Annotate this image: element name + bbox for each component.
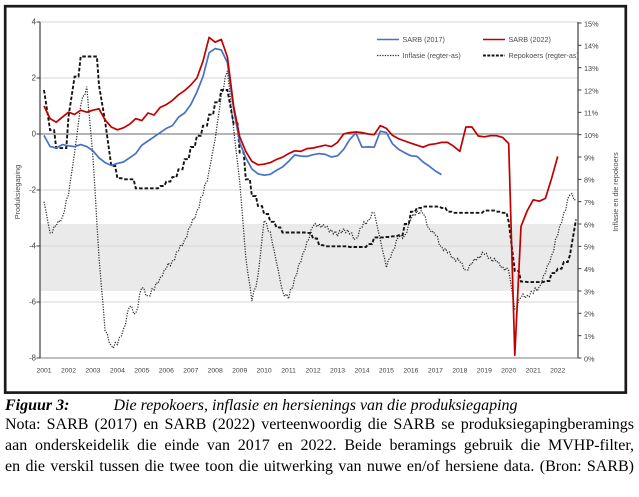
svg-text:2021: 2021 (526, 368, 541, 375)
svg-text:2020: 2020 (501, 368, 516, 375)
svg-text:3%: 3% (584, 287, 595, 296)
svg-text:2001: 2001 (36, 368, 51, 375)
svg-text:2009: 2009 (232, 368, 247, 375)
svg-text:Inflasie (regter-as): Inflasie (regter-as) (403, 51, 461, 60)
svg-text:2011: 2011 (281, 368, 296, 375)
svg-text:2018: 2018 (452, 368, 467, 375)
svg-text:2007: 2007 (183, 368, 198, 375)
svg-text:7%: 7% (584, 198, 595, 207)
svg-text:6%: 6% (584, 220, 595, 229)
svg-text:11%: 11% (584, 109, 599, 118)
svg-text:2%: 2% (584, 310, 595, 319)
svg-text:2008: 2008 (208, 368, 223, 375)
svg-text:SARB (2017): SARB (2017) (403, 35, 445, 44)
svg-text:2004: 2004 (110, 368, 125, 375)
svg-text:1%: 1% (584, 332, 595, 341)
svg-text:2005: 2005 (134, 368, 149, 375)
svg-text:2012: 2012 (306, 368, 321, 375)
svg-text:-6: -6 (29, 298, 36, 307)
svg-text:2013: 2013 (330, 368, 345, 375)
svg-text:14%: 14% (584, 42, 599, 51)
svg-text:10%: 10% (584, 131, 599, 140)
svg-text:SARB (2022): SARB (2022) (509, 35, 551, 44)
svg-text:-4: -4 (29, 242, 37, 251)
svg-text:2015: 2015 (379, 368, 394, 375)
svg-text:2006: 2006 (159, 368, 174, 375)
svg-text:-8: -8 (29, 354, 36, 363)
svg-text:4: 4 (32, 18, 37, 27)
svg-text:0%: 0% (584, 354, 595, 363)
svg-text:8%: 8% (584, 176, 595, 185)
svg-text:2016: 2016 (403, 368, 418, 375)
svg-text:2014: 2014 (354, 368, 369, 375)
svg-text:15%: 15% (584, 19, 599, 28)
svg-text:2017: 2017 (428, 368, 443, 375)
svg-text:2019: 2019 (477, 368, 492, 375)
svg-text:2022: 2022 (550, 368, 565, 375)
svg-text:9%: 9% (584, 153, 595, 162)
svg-text:5%: 5% (584, 243, 595, 252)
svg-text:2010: 2010 (257, 368, 272, 375)
svg-text:2: 2 (32, 74, 36, 83)
svg-text:-2: -2 (29, 186, 36, 195)
svg-text:13%: 13% (584, 64, 599, 73)
svg-text:12%: 12% (584, 86, 599, 95)
svg-text:2002: 2002 (61, 368, 76, 375)
svg-text:Produksiegaping: Produksiegaping (13, 165, 22, 219)
svg-text:0: 0 (32, 130, 37, 139)
svg-text:Repokoers (regter-as): Repokoers (regter-as) (509, 51, 579, 60)
svg-text:4%: 4% (584, 265, 595, 274)
svg-text:Inflasie en die repokoers: Inflasie en die repokoers (611, 152, 620, 232)
svg-text:2003: 2003 (85, 368, 100, 375)
